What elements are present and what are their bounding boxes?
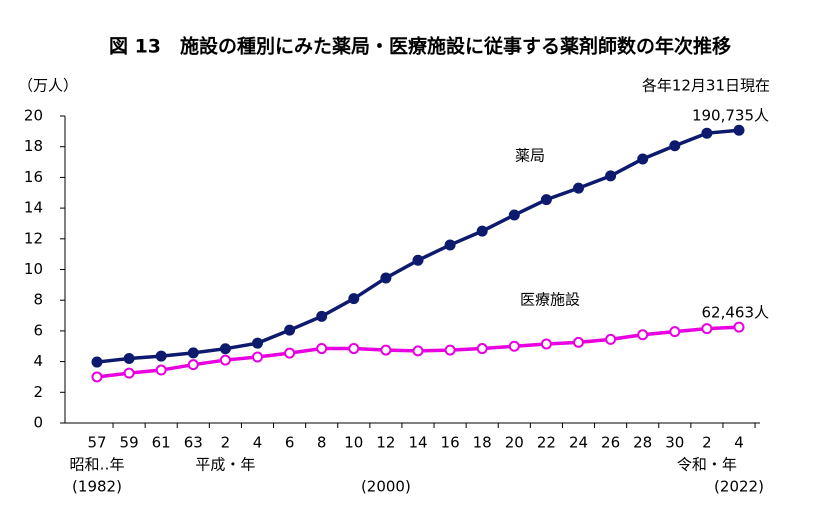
marker xyxy=(412,345,424,357)
era-label: 平成・年 xyxy=(195,456,255,474)
x-tick-label: 2 xyxy=(221,434,231,452)
y-tick-label: 18 xyxy=(24,137,43,155)
marker xyxy=(187,347,199,359)
x-tick-label: 30 xyxy=(665,434,684,452)
marker xyxy=(540,338,552,350)
marker xyxy=(219,354,231,366)
year-label: (2000) xyxy=(361,478,411,496)
marker xyxy=(380,272,392,284)
chart-title: 図 13 施設の種別にみた薬局・医療施設に従事する薬剤師数の年次推移 xyxy=(109,35,731,58)
marker xyxy=(701,127,713,139)
x-tick-label: 18 xyxy=(473,434,492,452)
x-tick-label: 28 xyxy=(633,434,652,452)
marker xyxy=(476,343,488,355)
marker xyxy=(605,333,617,345)
marker xyxy=(123,353,135,365)
marker xyxy=(444,239,456,251)
marker xyxy=(508,209,520,221)
marker xyxy=(412,254,424,266)
marker xyxy=(669,326,681,338)
marker xyxy=(476,225,488,237)
marker xyxy=(252,337,263,349)
marker xyxy=(348,343,360,355)
marker xyxy=(701,323,713,335)
x-tick-label: 20 xyxy=(505,434,524,452)
marker xyxy=(637,329,649,341)
marker xyxy=(348,293,360,305)
marker xyxy=(252,351,263,363)
marker xyxy=(508,340,520,352)
y-tick-label: 14 xyxy=(24,199,43,217)
y-tick-label: 10 xyxy=(24,260,43,278)
era-label: 令和・年 xyxy=(677,456,737,474)
y-tick-label: 0 xyxy=(33,414,43,432)
marker xyxy=(219,343,231,355)
x-tick-label: 2 xyxy=(702,434,712,452)
x-tick-label: 10 xyxy=(344,434,363,452)
marker xyxy=(637,153,649,165)
x-tick-label: 14 xyxy=(408,434,427,452)
era-label: 昭和‥年 xyxy=(69,456,124,474)
series-line xyxy=(96,128,740,364)
marker xyxy=(540,194,552,206)
value-label: 190,735人 xyxy=(692,107,769,125)
marker xyxy=(573,182,584,194)
marker xyxy=(91,356,103,368)
x-tick-label: 59 xyxy=(120,434,139,452)
marker xyxy=(444,344,456,356)
marker xyxy=(284,347,296,359)
value-label: 62,463人 xyxy=(702,304,770,322)
x-tick-label: 61 xyxy=(152,434,171,452)
marker xyxy=(733,321,745,333)
marker xyxy=(380,344,392,356)
marker xyxy=(316,343,328,355)
series-label: 薬局 xyxy=(515,147,545,165)
x-tick-label: 4 xyxy=(734,434,744,452)
x-tick-label: 12 xyxy=(376,434,395,452)
marker xyxy=(123,367,135,379)
note: 各年12月31日現在 xyxy=(642,77,770,95)
marker xyxy=(733,124,745,136)
y-tick-label: 8 xyxy=(33,291,43,309)
y-tick-label: 2 xyxy=(33,383,43,401)
x-tick-label: 6 xyxy=(285,434,295,452)
x-tick-label: 24 xyxy=(569,434,588,452)
marker xyxy=(155,350,167,362)
marker xyxy=(155,364,167,376)
marker xyxy=(284,324,296,336)
x-tick-label: 8 xyxy=(317,434,327,452)
marker xyxy=(187,359,199,371)
marker xyxy=(605,170,617,182)
y-unit: （万人） xyxy=(18,77,78,95)
y-tick-label: 20 xyxy=(24,107,43,125)
marker xyxy=(669,140,681,152)
x-tick-label: 63 xyxy=(184,434,203,452)
year-label: (2022) xyxy=(714,478,764,496)
x-tick-label: 57 xyxy=(87,434,106,452)
x-tick-label: 26 xyxy=(601,434,620,452)
y-tick-label: 16 xyxy=(24,168,43,186)
year-label: (1982) xyxy=(72,478,122,496)
x-tick-label: 22 xyxy=(537,434,556,452)
y-tick-label: 4 xyxy=(33,352,43,370)
y-tick-label: 12 xyxy=(24,229,43,247)
series-label: 医療施設 xyxy=(520,291,580,309)
x-tick-label: 16 xyxy=(441,434,460,452)
marker xyxy=(91,371,103,383)
marker xyxy=(316,310,328,322)
y-tick-label: 6 xyxy=(33,321,43,339)
marker xyxy=(573,336,584,348)
x-tick-label: 4 xyxy=(253,434,263,452)
